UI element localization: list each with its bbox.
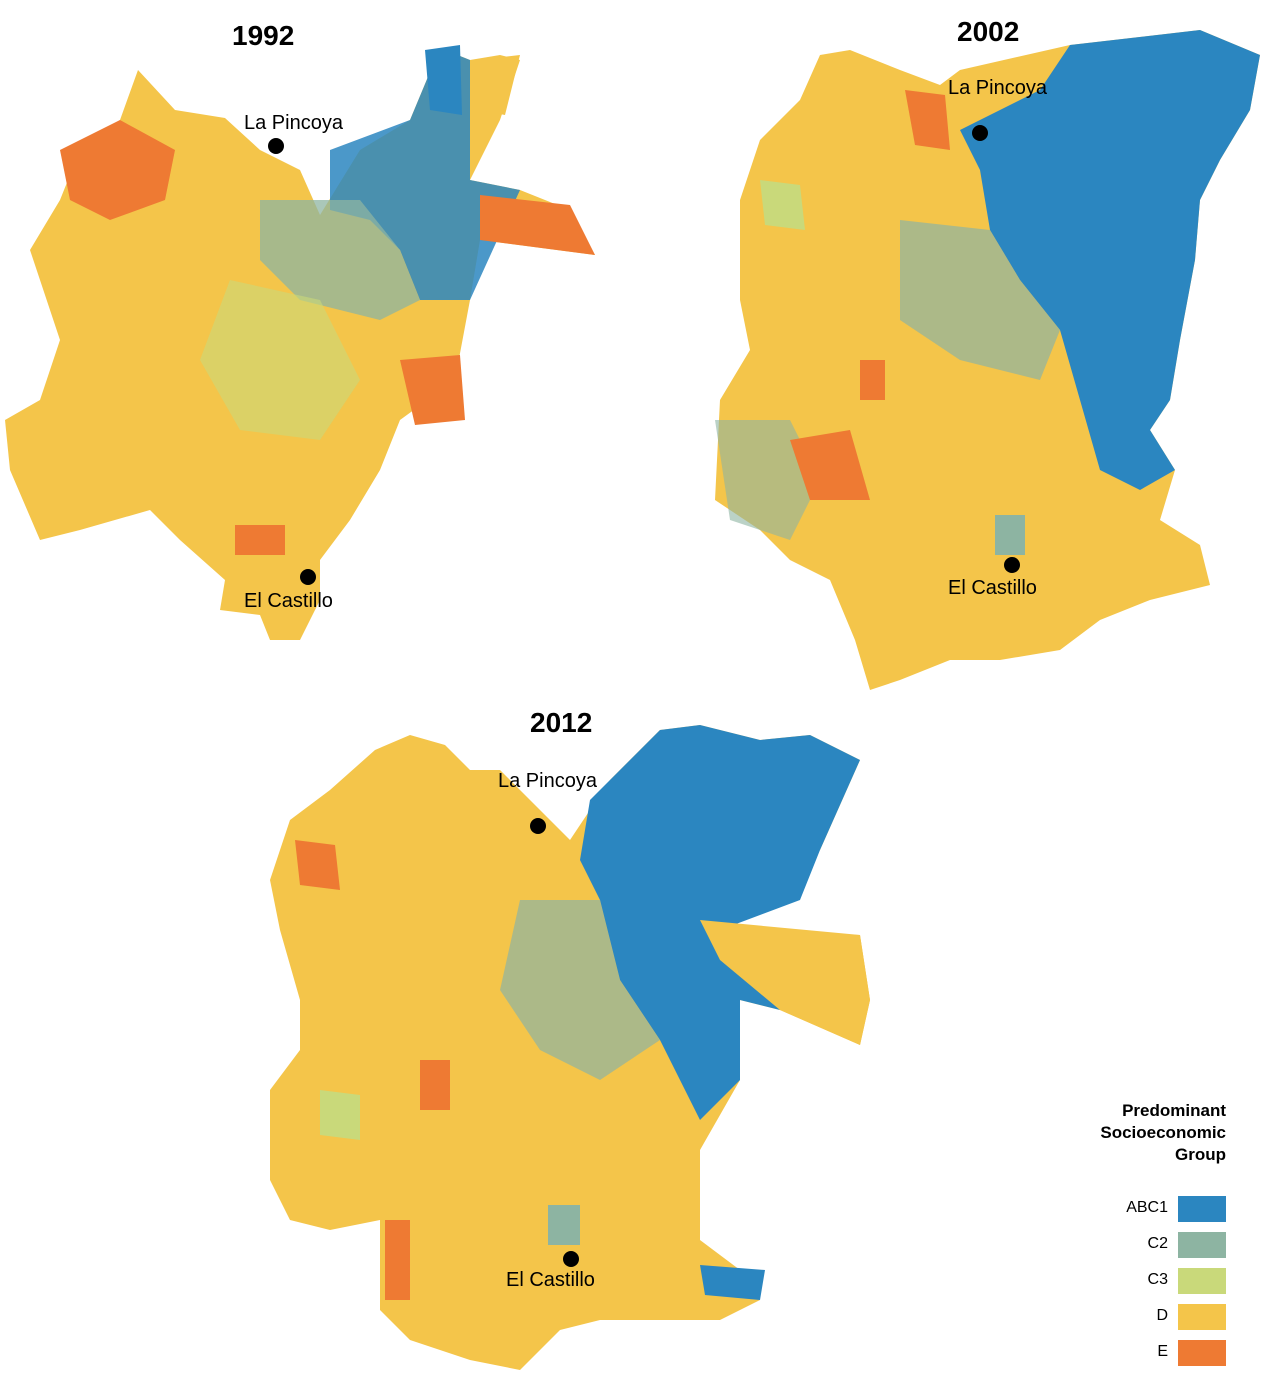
legend-title-line-3: Group bbox=[1175, 1145, 1226, 1164]
map-1992-e-south bbox=[235, 525, 285, 555]
map-2002-c2-south bbox=[995, 515, 1025, 555]
map-2012-se-abc1 bbox=[700, 1265, 765, 1300]
legend-title-line-2: Socioeconomic bbox=[1100, 1123, 1226, 1142]
map-2002-title: 2002 bbox=[957, 16, 1020, 47]
map-1992-la-pincoya-label: La Pincoya bbox=[244, 112, 343, 134]
legend-item-e: E bbox=[1080, 1340, 1226, 1366]
map-1992-abc1-ne bbox=[425, 45, 462, 115]
map-2012-center-c2 bbox=[500, 900, 660, 1080]
map-2012-la-pincoya-marker bbox=[530, 818, 546, 834]
map-2002-c3-west bbox=[760, 180, 805, 230]
map-2012 bbox=[270, 725, 870, 1370]
map-2012-c3-west bbox=[320, 1090, 360, 1140]
legend-label-e: E bbox=[1157, 1343, 1168, 1360]
legend-swatch-c3 bbox=[1178, 1268, 1226, 1294]
legend-title-line-1: Predominant bbox=[1122, 1101, 1226, 1120]
map-2002-e-nw bbox=[905, 90, 950, 150]
map-2002 bbox=[715, 30, 1260, 690]
map-2012-el-castillo-label: El Castillo bbox=[506, 1269, 595, 1291]
legend-swatch-abc1 bbox=[1178, 1196, 1226, 1222]
map-2012-d-east-block bbox=[700, 920, 870, 1045]
map-1992 bbox=[5, 45, 595, 640]
map-1992-e-east bbox=[480, 195, 595, 255]
map-2002-center-c2 bbox=[900, 220, 1060, 380]
map-2002-la-pincoya-marker bbox=[972, 125, 988, 141]
map-1992-east-abc1 bbox=[330, 48, 520, 300]
map-2012-e-mid bbox=[420, 1060, 450, 1110]
legend-item-c3: C3 bbox=[1080, 1268, 1226, 1294]
map-1992-el-castillo-marker bbox=[300, 569, 316, 585]
map-2012-el-castillo-marker bbox=[563, 1251, 579, 1267]
map-1992-e-nw bbox=[60, 120, 175, 220]
legend-label-c3: C3 bbox=[1147, 1271, 1168, 1288]
legend-item-c2: C2 bbox=[1080, 1232, 1226, 1258]
map-2002-e-sw bbox=[790, 430, 870, 500]
map-2012-e-sw bbox=[385, 1220, 410, 1300]
map-1992-c3-south bbox=[200, 280, 360, 440]
legend-swatch-c2 bbox=[1178, 1232, 1226, 1258]
map-2002-e-west bbox=[860, 360, 885, 400]
map-2012-title: 2012 bbox=[530, 707, 593, 738]
legend-swatch-d bbox=[1178, 1304, 1226, 1330]
map-1992-el-castillo-label: El Castillo bbox=[244, 590, 333, 612]
map-2002-east-abc1 bbox=[960, 30, 1260, 490]
legend-swatch-e bbox=[1178, 1340, 1226, 1366]
map-2002-el-castillo-marker bbox=[1004, 557, 1020, 573]
map-1992-title: 1992 bbox=[232, 20, 295, 51]
map-1992-d-ne bbox=[475, 55, 520, 115]
legend-label-abc1: ABC1 bbox=[1126, 1199, 1168, 1216]
map-1992-la-pincoya-marker bbox=[268, 138, 284, 154]
map-2012-c2-south bbox=[548, 1205, 580, 1245]
legend-label-c2: C2 bbox=[1147, 1235, 1168, 1252]
legend-item-abc1: ABC1 bbox=[1080, 1196, 1226, 1222]
map-2002-el-castillo-label: El Castillo bbox=[948, 577, 1037, 599]
map-2012-la-pincoya-label: La Pincoya bbox=[498, 770, 597, 792]
map-2012-e-west bbox=[295, 840, 340, 890]
map-1992-e-se bbox=[400, 355, 465, 425]
legend-label-d: D bbox=[1156, 1307, 1168, 1324]
legend-title: Predominant Socioeconomic Group bbox=[1060, 1100, 1226, 1166]
legend-item-d: D bbox=[1080, 1304, 1226, 1330]
map-1992-center-c2 bbox=[260, 200, 420, 320]
map-2002-la-pincoya-label: La Pincoya bbox=[948, 77, 1047, 99]
